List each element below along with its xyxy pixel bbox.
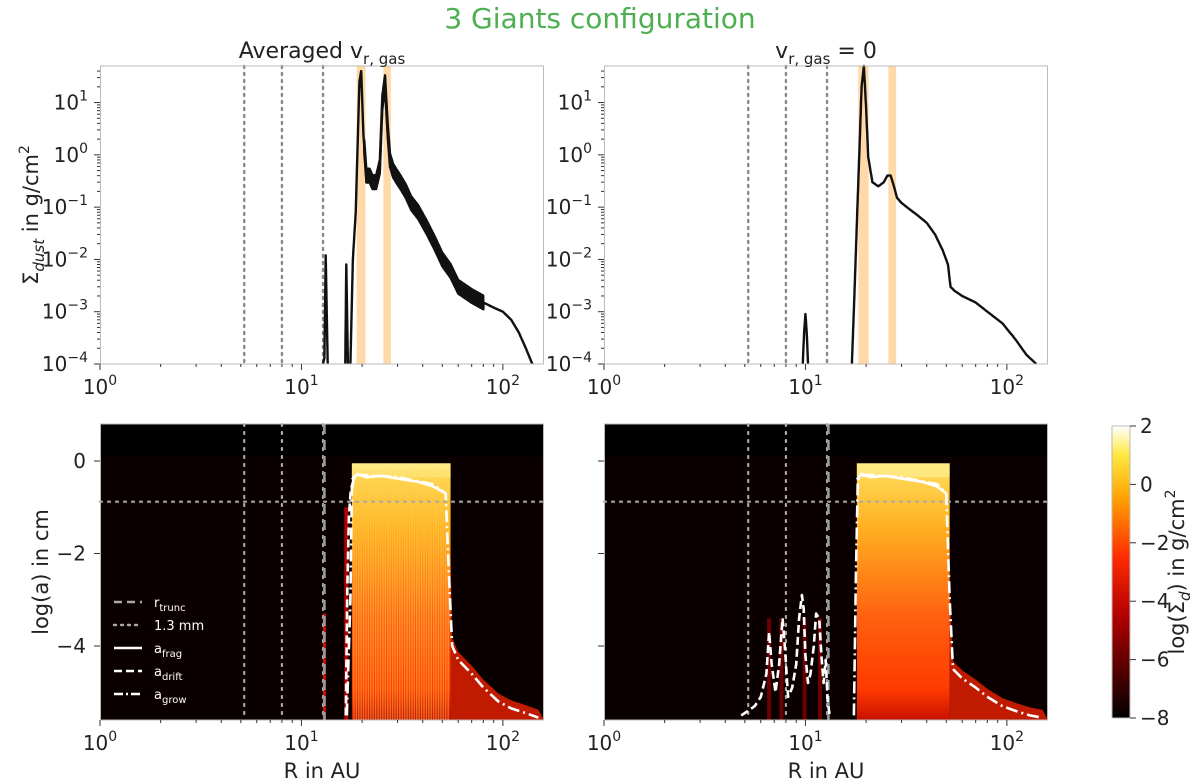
y-tick-label: 10−3 bbox=[546, 298, 592, 324]
x-tick-label: 100 bbox=[83, 729, 117, 755]
y-tick-label: 101 bbox=[54, 89, 88, 115]
x-axis-label: R in AU bbox=[788, 759, 865, 783]
y-tick-label: 101 bbox=[558, 89, 592, 115]
a-drift-line bbox=[740, 593, 831, 717]
x-axis-label: R in AU bbox=[284, 759, 361, 783]
a-grow-line bbox=[345, 473, 539, 719]
colorbar-tick-label: −8 bbox=[1140, 706, 1169, 730]
y-tick-label: −4 bbox=[57, 634, 86, 658]
colorbar-tick-label: −2 bbox=[1140, 531, 1169, 555]
y-tick-label: 10−2 bbox=[546, 245, 592, 271]
dust-tail bbox=[949, 553, 1048, 720]
a-frag-line bbox=[855, 472, 947, 495]
dust-tail bbox=[450, 553, 544, 720]
planet-band bbox=[383, 66, 391, 364]
bottom-mask bbox=[544, 364, 1108, 375]
planet-band bbox=[888, 66, 897, 364]
x-tick-label: 102 bbox=[486, 373, 520, 399]
a-frag-line bbox=[350, 472, 447, 495]
panel-bottom-right: 100 101 102 R in AU bbox=[587, 422, 1050, 783]
panel-top-left: 10−4 10−3 10−2 10−1 100 101 100 101 102 Averaged … bbox=[17, 39, 604, 399]
y-tick-label: 10−1 bbox=[546, 193, 592, 219]
figure-suptitle: 3 Giants configuration bbox=[444, 2, 755, 35]
panel-top-right: 10−4 10−3 10−2 10−1 100 101 100 101 102 vr, gas =… bbox=[544, 39, 1108, 399]
x-tick-label: 101 bbox=[284, 373, 318, 399]
planet-band bbox=[356, 66, 366, 364]
colorbar-tick-label: 0 bbox=[1140, 472, 1153, 496]
sigma-dust-line bbox=[801, 312, 810, 365]
inner-spike bbox=[779, 618, 784, 720]
y-tick-label: 10−3 bbox=[42, 298, 88, 324]
legend-label: agrow bbox=[154, 688, 187, 706]
panel-title: vr, gas = 0 bbox=[775, 39, 877, 68]
plot-frame bbox=[100, 423, 544, 721]
x-tick-label: 101 bbox=[788, 373, 822, 399]
inner-spike bbox=[802, 618, 807, 720]
x-tick-label: 102 bbox=[486, 729, 520, 755]
y-axis-label: Σdust in g/cm2 bbox=[17, 145, 48, 285]
sigma-dust-line bbox=[321, 254, 329, 365]
dust-region bbox=[351, 463, 451, 720]
planet-band bbox=[858, 66, 869, 364]
x-tick-label: 100 bbox=[587, 729, 621, 755]
a-drift-line bbox=[344, 474, 357, 716]
y-tick-label: −2 bbox=[57, 542, 86, 566]
colorbar-label: log(Σd) in g/cm2 bbox=[1163, 489, 1194, 654]
dust-region bbox=[856, 463, 950, 720]
y-axis-label: log(a) in cm bbox=[29, 509, 53, 635]
y-tick-label: 0 bbox=[73, 449, 86, 473]
inner-spike bbox=[767, 618, 772, 720]
colorbar-frame bbox=[1111, 425, 1131, 719]
inner-spike bbox=[817, 618, 822, 720]
dust-region-edge bbox=[856, 463, 950, 478]
x-tick-label: 101 bbox=[284, 729, 318, 755]
legend: rtrunc 1.3 mm afrag adrift agrow bbox=[112, 596, 204, 706]
colorbar-tick-label: 2 bbox=[1140, 414, 1153, 438]
x-tick-label: 102 bbox=[990, 373, 1024, 399]
dust-region-edge bbox=[351, 463, 451, 478]
y-tick-label: 10−4 bbox=[546, 350, 592, 376]
x-tick-label: 100 bbox=[587, 373, 621, 399]
plot-frame bbox=[604, 65, 1048, 365]
sigma-dust-line bbox=[349, 69, 534, 365]
plot-frame bbox=[604, 423, 1048, 721]
colorbar: 2 0 −2 −4 −6 −8 log(Σd) in g/cm2 bbox=[1111, 414, 1194, 730]
plot-frame bbox=[100, 65, 544, 365]
x-tick-label: 101 bbox=[788, 729, 822, 755]
legend-label: afrag bbox=[154, 642, 182, 660]
panel-title: Averaged vr, gas bbox=[239, 39, 406, 68]
a-grow-line bbox=[852, 473, 1043, 719]
legend-label: adrift bbox=[154, 665, 183, 683]
x-tick-label: 100 bbox=[83, 373, 117, 399]
y-tick-label: 10−2 bbox=[42, 245, 88, 271]
colorbar-tick-label: −6 bbox=[1140, 648, 1169, 672]
y-tick-label: 100 bbox=[558, 141, 592, 167]
legend-label: rtrunc bbox=[154, 596, 186, 614]
y-tick-label: 10−4 bbox=[42, 350, 88, 376]
y-tick-label: 10−1 bbox=[42, 193, 88, 219]
sigma-dust-line bbox=[344, 263, 350, 365]
colorbar-tick-label: −4 bbox=[1140, 589, 1169, 613]
bottom-mask bbox=[40, 364, 604, 375]
legend-label: 1.3 mm bbox=[154, 619, 204, 634]
y-tick-label: 100 bbox=[54, 141, 88, 167]
colorbar-gradient bbox=[1112, 426, 1130, 718]
panel-bottom-left: 0 −2 −4 100 101 102 R in AU log(a) in cm rtrunc 1… bbox=[29, 422, 546, 783]
x-tick-label: 102 bbox=[990, 729, 1024, 755]
